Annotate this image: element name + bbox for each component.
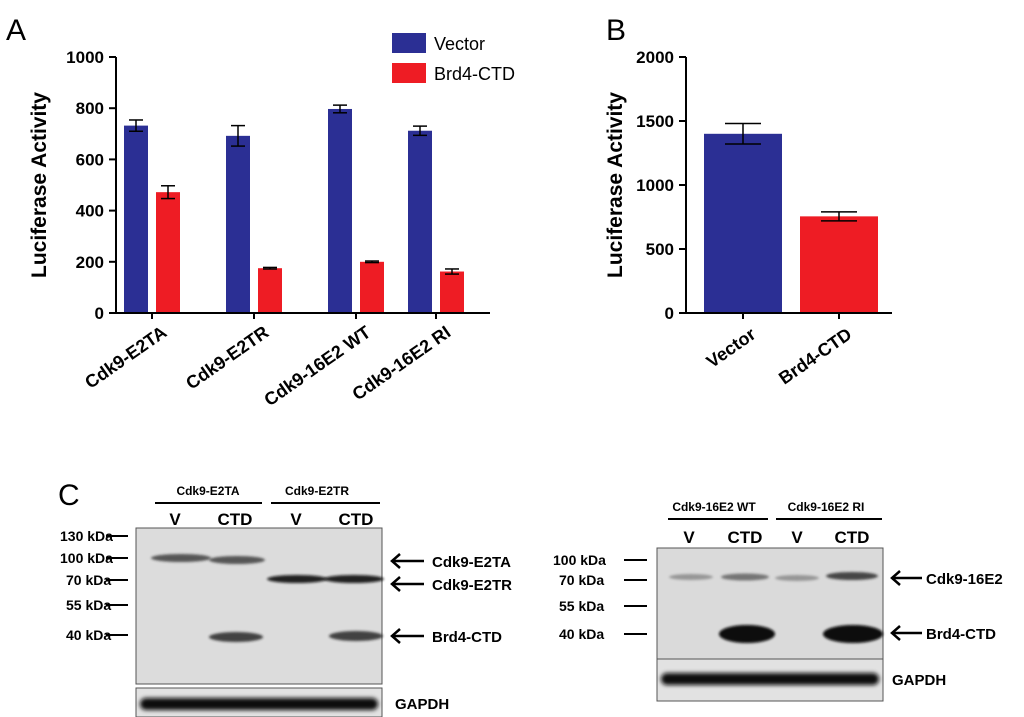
- chart-a-xtick-label: Cdk9-E2TR: [182, 322, 272, 393]
- blot-right-band: [721, 573, 769, 581]
- blot-right-band-label: Cdk9-16E2: [926, 571, 1003, 588]
- legend-label-brd4-ctd: Brd4-CTD: [434, 64, 515, 84]
- bar-brd4-ctd: [258, 268, 282, 313]
- blot-left-band: [209, 556, 265, 564]
- blot-left-marker-label: 130 kDa: [60, 528, 113, 544]
- blot-left-group-label: Cdk9-E2TA: [176, 484, 239, 498]
- blot-left-marker-label: 100 kDa: [60, 550, 113, 566]
- bar-vector: [124, 125, 148, 313]
- blot-left-marker-label: 40 kDa: [66, 627, 111, 643]
- blot-right-lane-label: V: [683, 528, 695, 547]
- legend-label-vector: Vector: [434, 34, 485, 54]
- chart-a-marks: [109, 56, 490, 319]
- blot-right-arrow: [890, 625, 922, 641]
- blot-left-band: [329, 631, 383, 641]
- blot-right-band: [669, 574, 713, 580]
- chart-b-yticks: 0 500 1000 1500 2000: [636, 48, 674, 323]
- blot-left-band: [267, 575, 327, 583]
- blot-right-marker-label: 70 kDa: [559, 572, 604, 588]
- blot-left-loading-label: GAPDH: [395, 696, 449, 713]
- chart-a-ytick-label: 400: [76, 202, 104, 221]
- bar-vector: [704, 133, 782, 313]
- chart-a-legend: Vector Brd4-CTD: [392, 33, 515, 84]
- chart-b-ylabel: Luciferase Activity: [604, 92, 627, 278]
- blot-left-band-label: Cdk9-E2TA: [432, 554, 511, 571]
- blot-right-lane-label: V: [791, 528, 803, 547]
- blot-right-marker-label: 55 kDa: [559, 598, 604, 614]
- blot-left-lane-label: CTD: [339, 510, 374, 529]
- panel-label-c: C: [58, 479, 80, 512]
- chart-a-xticks: Cdk9-E2TA Cdk9-E2TR Cdk9-16E2 WT Cdk9-16…: [81, 322, 454, 410]
- panel-label-b: B: [606, 14, 626, 47]
- blot-left-lane-label: CTD: [218, 510, 253, 529]
- chart-b-ytick-label: 1000: [636, 176, 674, 195]
- bar-vector: [226, 135, 250, 313]
- chart-b-xticks: Vector Brd4-CTD: [703, 324, 856, 389]
- chart-a-yticks: 0 200 400 600 800 1000: [66, 48, 104, 323]
- blot-right-band: [823, 625, 883, 643]
- chart-a-ylabel: Luciferase Activity: [28, 92, 51, 278]
- chart-a-ytick-label: 600: [76, 150, 104, 169]
- blot-left-arrow: [390, 553, 424, 569]
- blot-left-band-label: Brd4-CTD: [432, 629, 502, 646]
- panel-label-a: A: [6, 14, 26, 47]
- blot-right-band: [826, 572, 878, 580]
- bar-vector: [408, 130, 432, 313]
- blot-left-marker-label: 70 kDa: [66, 572, 111, 588]
- bar-vector: [328, 108, 352, 313]
- blot-left-band: [151, 554, 211, 562]
- bar-brd4-ctd: [360, 261, 384, 313]
- chart-a-ytick-label: 0: [95, 304, 104, 323]
- blot-right-band: [719, 625, 775, 643]
- chart-b-ytick-label: 0: [665, 304, 674, 323]
- bar-brd4-ctd: [440, 271, 464, 313]
- blot-right-lane-label: CTD: [835, 528, 870, 547]
- blot-right-band-label: Brd4-CTD: [926, 626, 996, 643]
- blot-right: Cdk9-16E2 WT Cdk9-16E2 RI V CTD V CTD 10…: [553, 500, 1003, 702]
- blot-left: Cdk9-E2TA Cdk9-E2TR V CTD V CTD 130 kDa …: [60, 484, 512, 717]
- chart-b-ytick-label: 2000: [636, 48, 674, 67]
- blot-left-band: [209, 632, 263, 642]
- blot-left-arrow: [390, 576, 424, 592]
- legend-swatch-vector: [392, 33, 426, 53]
- chart-b-xtick-label: Vector: [703, 324, 760, 372]
- blot-left-lane-label: V: [290, 510, 302, 529]
- chart-a: Luciferase Activity 0 200 400 600 800 10…: [28, 33, 515, 410]
- chart-b-ytick-label: 500: [646, 240, 674, 259]
- blot-right-arrow: [890, 570, 922, 586]
- blot-left-membrane: [135, 527, 383, 685]
- chart-b-ytick-label: 1500: [636, 112, 674, 131]
- blot-left-marker-label: 55 kDa: [66, 597, 111, 613]
- blot-right-group-label: Cdk9-16E2 RI: [788, 500, 865, 514]
- blot-left-arrow: [390, 628, 424, 644]
- bar-brd4-ctd: [800, 216, 878, 313]
- chart-b-marks: [679, 56, 892, 319]
- legend-swatch-brd4-ctd: [392, 63, 426, 83]
- blot-right-band: [775, 575, 819, 581]
- chart-b-xtick-label: Brd4-CTD: [775, 324, 855, 389]
- chart-a-ytick-label: 800: [76, 99, 104, 118]
- blot-left-lane-label: V: [169, 510, 181, 529]
- blot-left-gapdh-band: [140, 698, 378, 710]
- chart-b: Luciferase Activity 0 500 1000 1500 2000…: [604, 48, 892, 388]
- blot-right-group-label: Cdk9-16E2 WT: [672, 500, 756, 514]
- chart-a-xtick-label: Cdk9-E2TA: [81, 322, 170, 393]
- blot-right-loading-label: GAPDH: [892, 672, 946, 689]
- blot-left-band: [324, 575, 384, 583]
- bar-brd4-ctd: [156, 192, 180, 313]
- blot-left-group-label: Cdk9-E2TR: [285, 484, 349, 498]
- blot-right-marker-label: 100 kDa: [553, 552, 606, 568]
- blot-left-band-label: Cdk9-E2TR: [432, 577, 512, 594]
- chart-a-ytick-label: 200: [76, 253, 104, 272]
- blot-right-gapdh-band: [661, 673, 879, 685]
- blot-right-marker-label: 40 kDa: [559, 626, 604, 642]
- chart-a-ytick-label: 1000: [66, 48, 104, 67]
- blot-right-lane-label: CTD: [728, 528, 763, 547]
